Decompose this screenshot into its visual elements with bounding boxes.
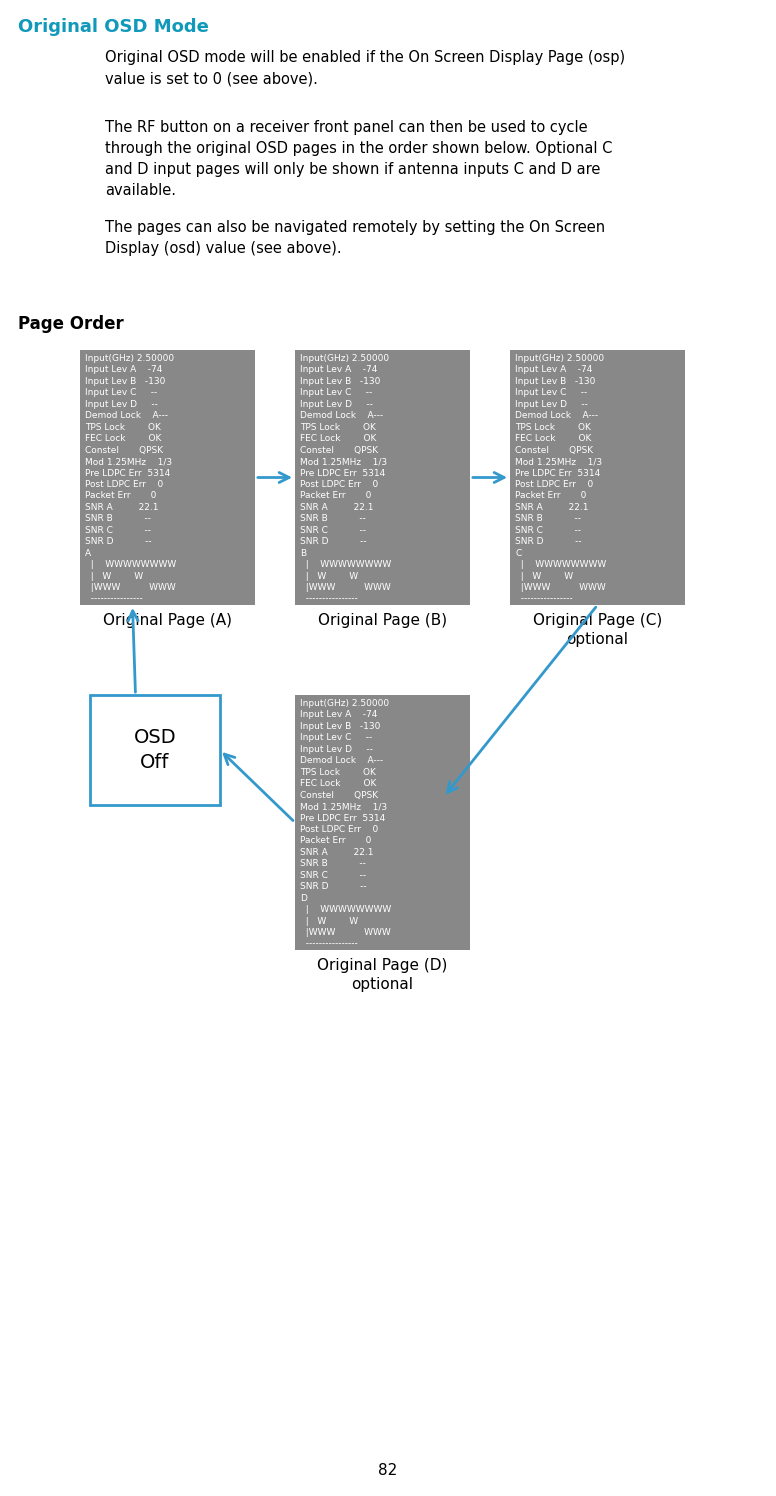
Text: Original Page (C)
optional: Original Page (C) optional: [533, 613, 662, 646]
Text: Input(GHz) 2.50000
Input Lev A    -74
Input Lev B   -130
Input Lev C     --
Inpu: Input(GHz) 2.50000 Input Lev A -74 Input…: [300, 355, 391, 603]
Text: Input(GHz) 2.50000
Input Lev A    -74
Input Lev B   -130
Input Lev C     --
Inpu: Input(GHz) 2.50000 Input Lev A -74 Input…: [515, 355, 606, 603]
Text: Original Page (B): Original Page (B): [318, 613, 447, 628]
Text: Page Order: Page Order: [18, 316, 123, 334]
Bar: [80, 350, 255, 604]
Text: Original OSD Mode: Original OSD Mode: [18, 18, 209, 36]
Text: Input(GHz) 2.50000
Input Lev A    -74
Input Lev B   -130
Input Lev C     --
Inpu: Input(GHz) 2.50000 Input Lev A -74 Input…: [85, 355, 176, 603]
Bar: [295, 696, 470, 950]
Text: Original Page (D)
optional: Original Page (D) optional: [317, 957, 448, 992]
Text: Original OSD mode will be enabled if the On Screen Display Page (osp)
value is s: Original OSD mode will be enabled if the…: [105, 49, 625, 85]
Bar: [295, 350, 470, 604]
Text: The pages can also be navigated remotely by setting the On Screen
Display (osd) : The pages can also be navigated remotely…: [105, 220, 605, 256]
Text: The RF button on a receiver front panel can then be used to cycle
through the or: The RF button on a receiver front panel …: [105, 120, 612, 197]
Text: Input(GHz) 2.50000
Input Lev A    -74
Input Lev B   -130
Input Lev C     --
Inpu: Input(GHz) 2.50000 Input Lev A -74 Input…: [300, 699, 391, 948]
Bar: [510, 350, 685, 604]
Text: 82: 82: [379, 1463, 397, 1478]
Text: OSD
Off: OSD Off: [133, 729, 176, 772]
Bar: [90, 696, 220, 805]
Text: Original Page (A): Original Page (A): [103, 613, 232, 628]
